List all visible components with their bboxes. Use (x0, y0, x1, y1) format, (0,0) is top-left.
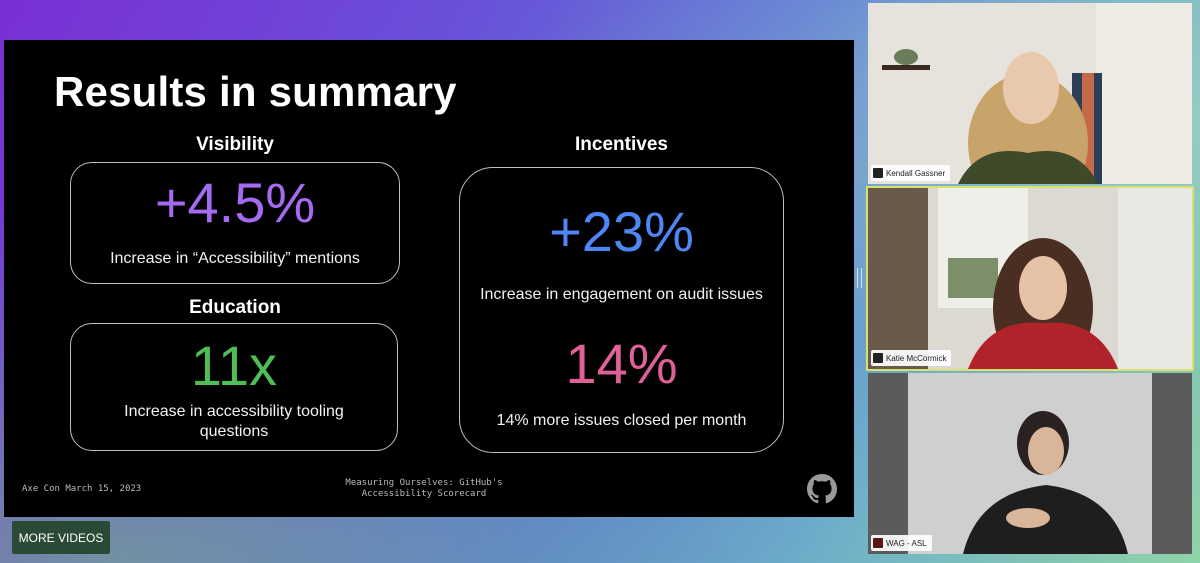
participant-video-wag-asl (868, 373, 1192, 554)
incentives-stat-closed: 14% (565, 332, 678, 395)
education-description-line2: questions (199, 423, 269, 440)
panel-resize-handle[interactable] (857, 268, 862, 288)
slide-footer-talk-line1: Measuring Ourselves: GitHub's (345, 478, 503, 488)
incentives-description-closed: 14% more issues closed per month (496, 412, 747, 429)
participant-name-tag: WAG - ASL (871, 535, 932, 551)
slide-title: Results in summary (54, 68, 457, 115)
slide-footer-talk-line2: Accessibility Scorecard (361, 489, 487, 499)
pin-icon (873, 168, 883, 178)
visibility-description: Increase in “Accessibility” mentions (110, 250, 360, 267)
participant-tile-katie[interactable]: Katie McCormick (866, 186, 1194, 371)
participant-name: WAG - ASL (886, 538, 927, 548)
incentives-description-engagement: Increase in engagement on audit issues (480, 286, 763, 303)
education-heading: Education (189, 297, 281, 318)
slide-footer-talk: Measuring Ourselves: GitHub's Accessibil… (334, 478, 514, 500)
participant-video-katie (868, 188, 1192, 369)
incentives-heading: Incentives (575, 134, 668, 155)
education-card: 11x Increase in accessibility tooling qu… (70, 323, 398, 451)
participant-name: Kendall Gassner (886, 168, 946, 178)
participant-name-tag: Katie McCormick (871, 350, 952, 366)
incentives-card: +23% Increase in engagement on audit iss… (459, 167, 784, 453)
participant-tile-wag-asl[interactable]: WAG - ASL (868, 373, 1192, 554)
presentation-slide: Results in summary Visibility +4.5% Incr… (4, 40, 854, 517)
more-videos-button[interactable]: MORE VIDEOS (12, 521, 110, 554)
incentives-stat-engagement: +23% (549, 200, 694, 263)
pin-icon (873, 538, 883, 548)
slide-footer-event: Axe Con March 15, 2023 (22, 484, 142, 494)
visibility-heading: Visibility (196, 134, 274, 155)
github-icon (807, 474, 837, 504)
participant-tile-kendall[interactable]: Kendall Gassner (868, 3, 1192, 184)
visibility-stat: +4.5% (154, 171, 316, 234)
visibility-card: +4.5% Increase in “Accessibility” mentio… (70, 162, 400, 284)
education-stat: 11x (190, 334, 278, 397)
participant-name-tag: Kendall Gassner (871, 165, 951, 181)
education-description-line1: Increase in accessibility tooling (124, 403, 344, 420)
participant-video-kendall (868, 3, 1192, 184)
participant-name: Katie McCormick (886, 353, 947, 363)
pin-icon (873, 353, 883, 363)
